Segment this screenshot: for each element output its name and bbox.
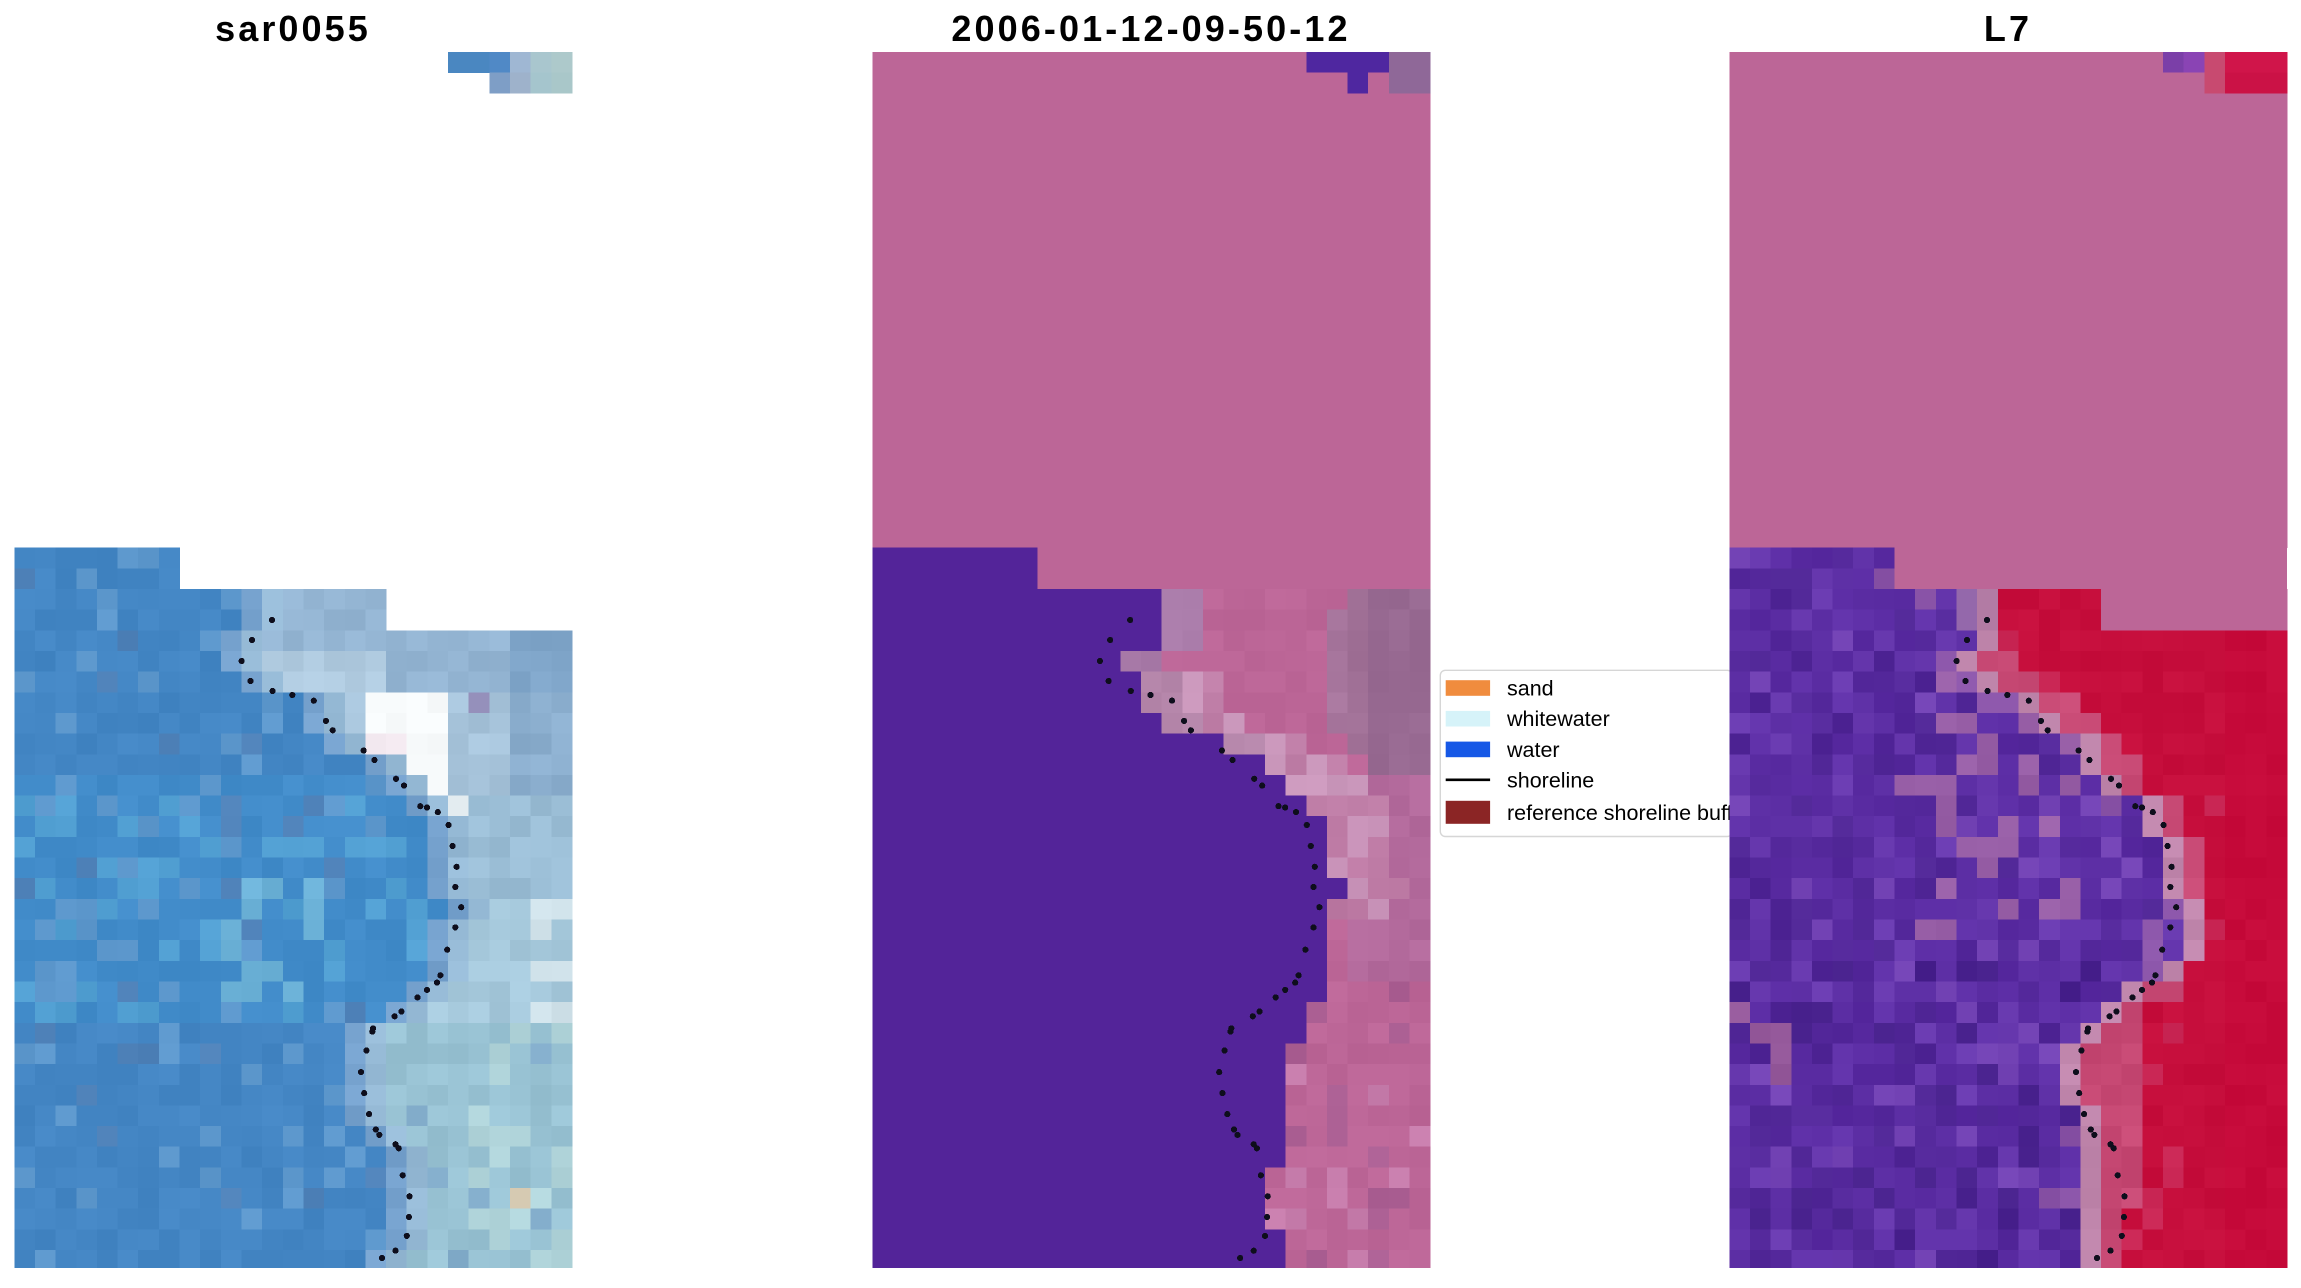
svg-text:water: water <box>1506 738 1560 762</box>
svg-text:sand: sand <box>1507 677 1554 701</box>
svg-text:whitewater: whitewater <box>1506 707 1610 731</box>
svg-text:2006-01-12-09-50-12: 2006-01-12-09-50-12 <box>951 8 1350 49</box>
svg-text:reference shoreline buffer: reference shoreline buffer <box>1507 801 1752 825</box>
svg-text:L7: L7 <box>1984 8 2032 49</box>
svg-text:shoreline: shoreline <box>1507 768 1594 792</box>
svg-text:sar0055: sar0055 <box>215 8 371 49</box>
